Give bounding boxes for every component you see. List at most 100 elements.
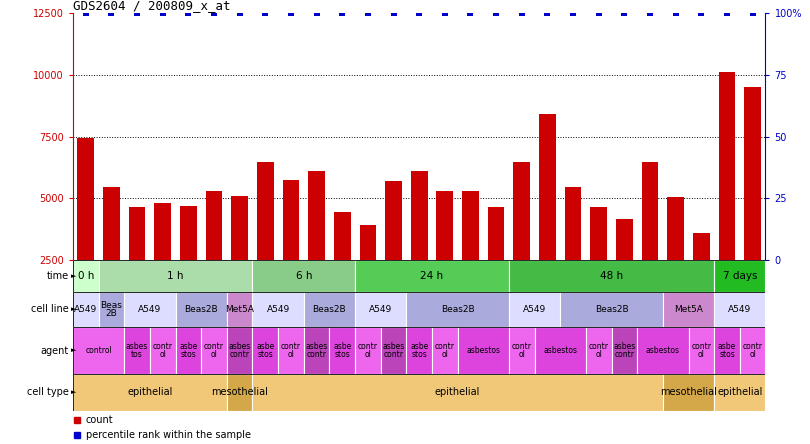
Bar — [740, 327, 765, 374]
Text: cell type: cell type — [27, 388, 69, 397]
Text: 0 h: 0 h — [78, 271, 94, 281]
Text: epithelial: epithelial — [717, 388, 762, 397]
Text: ►: ► — [71, 348, 77, 353]
Bar — [73, 374, 227, 411]
Text: asbestos: asbestos — [467, 346, 501, 355]
Bar — [283, 180, 299, 321]
Bar — [360, 225, 376, 321]
Bar — [590, 207, 607, 321]
Text: contr
ol: contr ol — [743, 342, 763, 359]
Bar — [667, 197, 684, 321]
Bar — [206, 191, 222, 321]
Bar — [437, 191, 453, 321]
Bar — [714, 292, 765, 327]
Bar — [227, 374, 253, 411]
Text: GDS2604 / 200809_x_at: GDS2604 / 200809_x_at — [73, 0, 230, 12]
Text: asbe
stos: asbe stos — [718, 342, 736, 359]
Bar — [509, 260, 714, 292]
Bar — [561, 292, 663, 327]
Bar — [124, 292, 176, 327]
Bar — [304, 292, 355, 327]
Bar — [432, 327, 458, 374]
Bar — [176, 327, 201, 374]
Text: A549: A549 — [369, 305, 392, 314]
Text: mesothelial: mesothelial — [660, 388, 717, 397]
Text: contr
ol: contr ol — [512, 342, 532, 359]
Bar — [99, 292, 124, 327]
Bar — [407, 292, 509, 327]
Bar — [330, 327, 355, 374]
Bar — [155, 203, 171, 321]
Bar — [612, 327, 637, 374]
Bar — [73, 260, 99, 292]
Bar — [253, 292, 304, 327]
Bar — [509, 327, 535, 374]
Text: asbes
contr: asbes contr — [305, 342, 328, 359]
Text: time: time — [47, 271, 69, 281]
Bar — [663, 292, 714, 327]
Bar — [73, 292, 99, 327]
Bar — [201, 327, 227, 374]
Text: 48 h: 48 h — [600, 271, 623, 281]
Bar — [227, 327, 253, 374]
Bar — [103, 187, 120, 321]
Bar — [355, 292, 407, 327]
Text: Beas
2B: Beas 2B — [100, 301, 122, 318]
Text: asbe
stos: asbe stos — [256, 342, 275, 359]
Bar — [78, 138, 94, 321]
Bar — [73, 327, 124, 374]
Text: 6 h: 6 h — [296, 271, 312, 281]
Text: asbes
contr: asbes contr — [613, 342, 636, 359]
Text: asbestos: asbestos — [646, 346, 680, 355]
Text: contr
ol: contr ol — [152, 342, 173, 359]
Bar — [642, 163, 659, 321]
Text: asbes
tos: asbes tos — [126, 342, 148, 359]
Bar — [232, 196, 248, 321]
Bar — [355, 260, 509, 292]
Text: control: control — [85, 346, 112, 355]
Bar — [488, 207, 505, 321]
Text: contr
ol: contr ol — [358, 342, 378, 359]
Bar — [458, 327, 509, 374]
Bar — [714, 327, 740, 374]
Bar — [253, 260, 355, 292]
Text: 7 days: 7 days — [723, 271, 757, 281]
Bar — [616, 219, 633, 321]
Bar — [718, 72, 735, 321]
Text: A549: A549 — [74, 305, 97, 314]
Bar — [257, 163, 274, 321]
Text: asbestos: asbestos — [544, 346, 578, 355]
Text: A549: A549 — [523, 305, 546, 314]
Bar — [663, 374, 714, 411]
Text: asbes
contr: asbes contr — [228, 342, 251, 359]
Text: asbe
stos: asbe stos — [179, 342, 198, 359]
Text: contr
ol: contr ol — [589, 342, 609, 359]
Text: Beas2B: Beas2B — [595, 305, 629, 314]
Text: contr
ol: contr ol — [204, 342, 224, 359]
Text: A549: A549 — [266, 305, 290, 314]
Text: 1 h: 1 h — [167, 271, 184, 281]
Text: Met5A: Met5A — [674, 305, 703, 314]
Text: agent: agent — [40, 345, 69, 356]
Text: contr
ol: contr ol — [435, 342, 455, 359]
Text: epithelial: epithelial — [435, 388, 480, 397]
Bar — [278, 327, 304, 374]
Text: Beas2B: Beas2B — [313, 305, 346, 314]
Bar — [99, 260, 253, 292]
Bar — [355, 327, 381, 374]
Bar — [509, 292, 561, 327]
Bar — [407, 327, 432, 374]
Text: count: count — [86, 415, 113, 425]
Bar — [586, 327, 612, 374]
Bar — [253, 374, 663, 411]
Bar — [463, 191, 479, 321]
Text: contr
ol: contr ol — [691, 342, 711, 359]
Bar — [744, 87, 761, 321]
Bar — [693, 233, 710, 321]
Bar — [227, 292, 253, 327]
Text: A549: A549 — [728, 305, 752, 314]
Text: A549: A549 — [139, 305, 161, 314]
Bar — [565, 187, 582, 321]
Text: 24 h: 24 h — [420, 271, 444, 281]
Bar — [411, 171, 428, 321]
